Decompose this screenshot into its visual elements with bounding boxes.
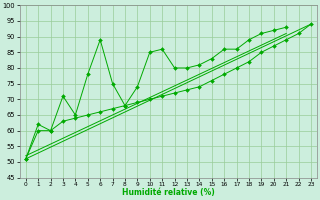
X-axis label: Humidité relative (%): Humidité relative (%): [122, 188, 215, 197]
